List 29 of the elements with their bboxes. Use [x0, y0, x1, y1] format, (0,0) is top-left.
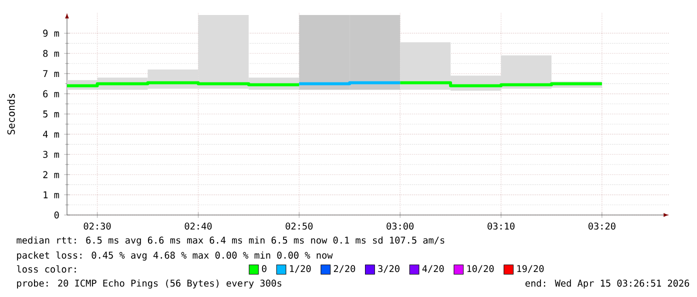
- legend-title: loss color:: [17, 265, 76, 273]
- y-tick-label: 2 m: [43, 171, 59, 178]
- y-tick-label: 6 m: [43, 90, 59, 98]
- x-tick-label: 02:30: [84, 222, 111, 230]
- y-tick-label: 3 m: [43, 150, 59, 158]
- legend-label: 4/20: [422, 265, 444, 273]
- text: end: Wed Apr 15 03:26:51 2026: [525, 279, 690, 289]
- legend-label: 1/20: [290, 265, 311, 273]
- y-tick-label: 7 m: [43, 70, 59, 78]
- legend-label: 10/20: [467, 265, 494, 273]
- y-tick-label: 0: [54, 211, 59, 219]
- y-tick-label: 4 m: [43, 130, 59, 138]
- x-tick-label: 03:20: [588, 222, 616, 230]
- y-axis-title: Seconds: [7, 94, 15, 134]
- x-tick-label: 03:00: [386, 222, 414, 230]
- legend-label: 0: [262, 265, 266, 272]
- legend-label: 19/20: [517, 265, 544, 273]
- y-tick-label: 9 m: [43, 30, 59, 37]
- text: median rtt: 6.5 ms avg 6.6 ms max 6.4 ms min 6.5 ms now 0.1 ms sd 107.5 am/s: [16, 236, 444, 246]
- y-tick-label: 5 m: [43, 110, 59, 118]
- x-tick-label: 02:50: [286, 222, 313, 230]
- y-tick-label: 1 m: [44, 191, 59, 198]
- legend-label: 2/20: [334, 265, 356, 273]
- legend-label: 3/20: [378, 265, 400, 273]
- text: probe: 20 ICMP Echo Pings (56 Bytes) every 300s: [17, 279, 282, 289]
- x-tick-label: 03:10: [488, 222, 514, 230]
- x-tick-label: 02:40: [184, 222, 212, 230]
- text: packet loss: 0.45 % avg 4.68 % max 0.00 % min 0.00 % now: [17, 251, 333, 261]
- y-tick-label: 8 m: [43, 50, 59, 57]
